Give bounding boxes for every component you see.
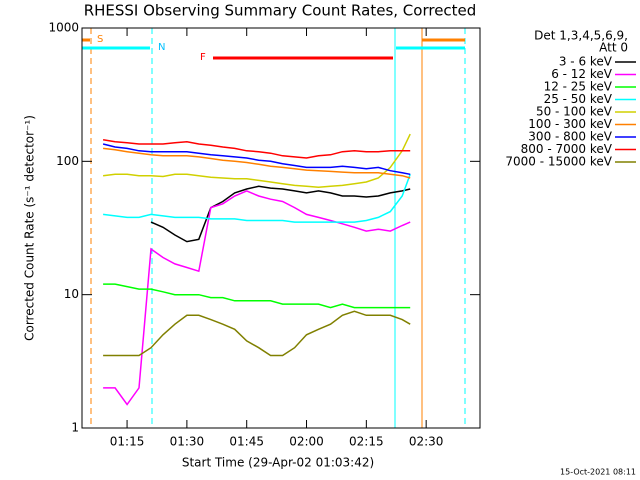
legend-label: 6 - 12 keV (551, 67, 613, 81)
legend-label: 800 - 7000 keV (521, 142, 613, 156)
plot-frame (81, 27, 481, 429)
legend-header: Att 0 (599, 41, 628, 55)
series-line (102, 139, 411, 159)
legend-label: 50 - 100 keV (536, 105, 613, 119)
footer: 15-Oct-2021 08:11 (560, 468, 636, 477)
y-tick-label: 1 (71, 421, 79, 435)
series-line (150, 185, 411, 243)
series-line (103, 283, 411, 309)
legend-label: 300 - 800 keV (528, 130, 612, 144)
y-tick-label: 1000 (48, 21, 79, 35)
x-tick-label: 01:15 (110, 435, 145, 449)
annotation: S (97, 34, 103, 45)
chart-title: RHESSI Observing Summary Count Rates, Co… (84, 2, 477, 20)
x-tick-label: 01:30 (170, 435, 205, 449)
legend-header: Det 1,3,4,5,6,9, (534, 29, 628, 43)
series-line (102, 143, 411, 176)
y-tick-label: 100 (56, 154, 79, 168)
x-tick-label: 01:45 (229, 435, 264, 449)
x-tick-label: 02:15 (349, 435, 384, 449)
legend-label: 12 - 25 keV (544, 80, 613, 94)
y-axis-label: Corrected Count Rate (s⁻¹ detector⁻¹) (23, 115, 37, 341)
x-tick-label: 02:00 (289, 435, 324, 449)
legend-label: 100 - 300 keV (528, 117, 612, 131)
annotation: N (158, 42, 165, 53)
attenuator-markers (82, 28, 466, 428)
legend-label: 7000 - 15000 keV (505, 155, 612, 169)
series-line (103, 310, 411, 357)
x-axis-label: Start Time (29-Apr-02 01:03:42) (182, 456, 374, 470)
y-tick-label: 10 (64, 287, 79, 301)
x-tick-label: 02:30 (409, 435, 444, 449)
series-line (103, 147, 411, 179)
series-line (103, 133, 411, 188)
series-line (103, 190, 411, 406)
annotation: F (200, 52, 206, 63)
legend-label: 25 - 50 keV (544, 92, 613, 106)
series-line (103, 174, 411, 223)
legend-label: 3 - 6 keV (559, 55, 613, 69)
